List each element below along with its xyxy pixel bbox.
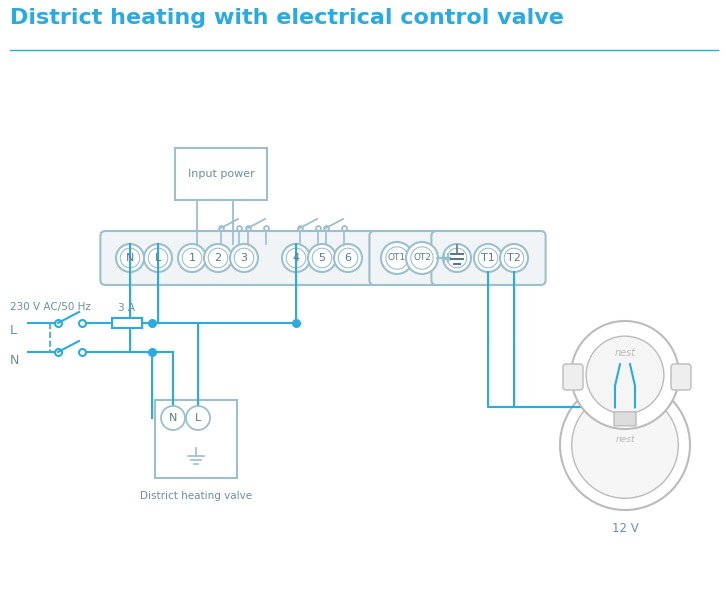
Circle shape [478,248,498,268]
Circle shape [312,248,332,268]
Text: Input power: Input power [188,169,254,179]
Text: District heating with electrical control valve: District heating with electrical control… [10,8,564,28]
Circle shape [474,244,502,272]
Circle shape [282,244,310,272]
Circle shape [339,248,357,268]
Circle shape [411,247,433,269]
Text: OT2: OT2 [413,254,431,263]
FancyBboxPatch shape [432,231,545,285]
Circle shape [586,336,664,414]
Text: T1: T1 [481,253,495,263]
Circle shape [560,380,690,510]
Circle shape [116,244,144,272]
Text: 5: 5 [319,253,325,263]
Text: District heating valve: District heating valve [140,491,252,501]
Text: N: N [169,413,177,423]
Circle shape [381,242,413,274]
Circle shape [443,244,471,272]
FancyBboxPatch shape [112,318,142,328]
FancyBboxPatch shape [100,231,378,285]
Circle shape [204,244,232,272]
Text: 1: 1 [189,253,196,263]
Circle shape [149,248,167,268]
FancyBboxPatch shape [155,400,237,478]
Circle shape [178,244,206,272]
Circle shape [208,248,228,268]
Text: 3 A: 3 A [119,303,135,313]
Circle shape [571,321,679,429]
Circle shape [505,248,524,268]
Circle shape [234,248,254,268]
FancyBboxPatch shape [369,231,453,285]
FancyBboxPatch shape [175,148,267,200]
Text: 6: 6 [344,253,352,263]
Circle shape [144,244,172,272]
Circle shape [571,391,678,498]
Text: L: L [10,324,17,336]
Text: 2: 2 [215,253,221,263]
Text: L: L [195,413,201,423]
Text: N: N [10,353,20,366]
FancyBboxPatch shape [563,364,583,390]
Circle shape [386,247,408,269]
FancyBboxPatch shape [671,364,691,390]
Circle shape [447,248,467,268]
Circle shape [406,242,438,274]
Circle shape [308,244,336,272]
Text: OT1: OT1 [388,254,406,263]
Text: 230 V AC/50 Hz: 230 V AC/50 Hz [10,302,91,312]
Circle shape [186,406,210,430]
Circle shape [230,244,258,272]
Text: 4: 4 [293,253,299,263]
Circle shape [120,248,140,268]
Circle shape [286,248,306,268]
Text: L: L [155,253,161,263]
Text: N: N [126,253,134,263]
Text: 12 V: 12 V [612,522,638,535]
Text: T2: T2 [507,253,521,263]
Circle shape [334,244,362,272]
Text: nest: nest [614,349,636,358]
FancyBboxPatch shape [614,412,636,426]
Text: nest: nest [615,435,635,444]
Circle shape [500,244,528,272]
Circle shape [182,248,202,268]
Circle shape [161,406,185,430]
Text: 3: 3 [240,253,248,263]
